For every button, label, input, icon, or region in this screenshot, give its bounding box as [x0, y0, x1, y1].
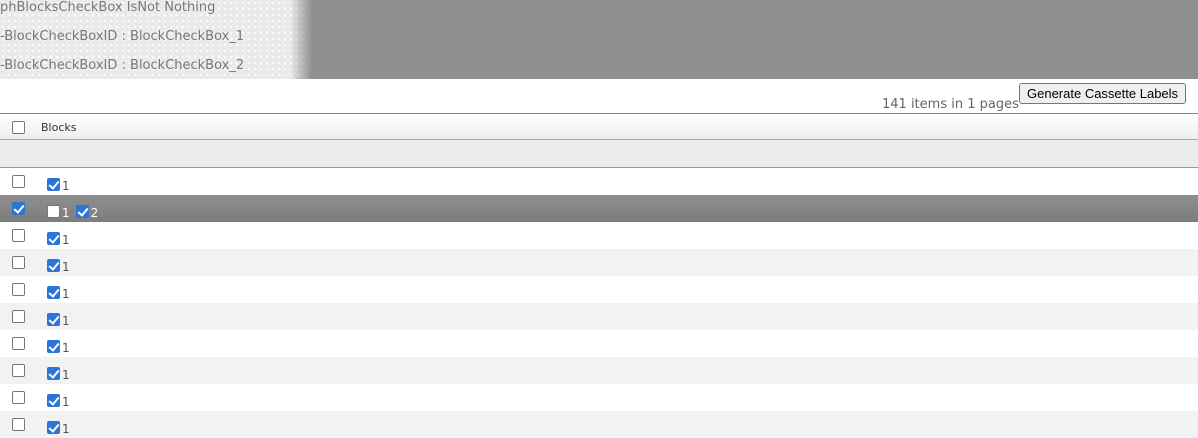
row-select-checkbox[interactable]	[12, 310, 25, 323]
debug-line: -BlockCheckBoxID : BlockCheckBox_1	[0, 29, 245, 44]
row-select-checkbox[interactable]	[12, 283, 25, 296]
pattern-background	[0, 0, 312, 79]
debug-line: phBlocksCheckBox IsNot Nothing	[0, 0, 216, 15]
block-checkbox[interactable]	[47, 204, 60, 218]
table-row[interactable]: 1	[0, 222, 1198, 249]
column-header-blocks[interactable]: Blocks	[41, 121, 77, 134]
block-label: 1	[62, 341, 70, 355]
block-label: 1	[62, 260, 70, 274]
blocks-cell: 1	[47, 229, 76, 247]
grid-header: Blocks	[0, 113, 1198, 140]
block-checkbox[interactable]	[47, 366, 60, 380]
row-select-checkbox[interactable]	[12, 229, 25, 242]
table-row[interactable]: 1	[0, 276, 1198, 303]
block-checkbox[interactable]	[47, 177, 60, 191]
block-label: 1	[62, 287, 70, 301]
debug-line: -BlockCheckBoxID : BlockCheckBox_2	[0, 58, 245, 73]
pager-count: 141 items in 1 pages	[882, 97, 1019, 112]
block-checkbox[interactable]	[47, 339, 60, 353]
blocks-cell: 1	[47, 391, 76, 409]
table-row[interactable]: 1	[0, 168, 1198, 195]
debug-panel: phBlocksCheckBox IsNot Nothing -BlockChe…	[0, 0, 1198, 79]
filter-row	[0, 140, 1198, 168]
generate-cassette-labels-button[interactable]: Generate Cassette Labels	[1019, 83, 1187, 104]
blocks-cell: 1	[47, 256, 76, 274]
select-all-checkbox[interactable]	[12, 121, 25, 134]
block-label: 1	[62, 206, 70, 220]
block-label: 2	[90, 206, 99, 220]
block-checkbox[interactable]	[47, 231, 60, 245]
block-checkbox[interactable]	[75, 204, 89, 218]
blocks-cell: 1	[47, 337, 76, 355]
table-row[interactable]: 1	[0, 303, 1198, 330]
row-select-checkbox[interactable]	[12, 418, 25, 431]
block-label: 1	[62, 422, 70, 436]
block-checkbox[interactable]	[47, 258, 60, 272]
row-select-checkbox[interactable]	[12, 175, 25, 188]
blocks-cell: 1	[47, 283, 76, 301]
row-select-checkbox[interactable]	[12, 364, 25, 377]
block-label: 1	[62, 368, 70, 382]
row-select-checkbox[interactable]	[12, 202, 25, 215]
block-checkbox[interactable]	[47, 393, 60, 407]
row-select-checkbox[interactable]	[12, 256, 25, 269]
block-label: 1	[62, 314, 70, 328]
block-checkbox[interactable]	[47, 312, 60, 326]
blocks-cell: 1	[47, 175, 76, 193]
block-label: 1	[62, 233, 70, 247]
block-checkbox[interactable]	[47, 285, 60, 299]
table-row[interactable]: 1	[0, 249, 1198, 276]
row-select-checkbox[interactable]	[12, 337, 25, 350]
block-label: 1	[62, 395, 70, 409]
blocks-cell: 1	[47, 310, 76, 328]
table-row[interactable]: 1	[0, 330, 1198, 357]
table-row[interactable]: 1	[0, 411, 1198, 438]
row-select-checkbox[interactable]	[12, 391, 25, 404]
blocks-cell: 1	[47, 364, 76, 382]
table-row[interactable]: 1	[0, 384, 1198, 411]
table-row[interactable]: 1	[0, 357, 1198, 384]
block-label: 1	[62, 179, 70, 193]
block-checkbox[interactable]	[47, 420, 60, 434]
blocks-cell: 1	[47, 418, 76, 436]
